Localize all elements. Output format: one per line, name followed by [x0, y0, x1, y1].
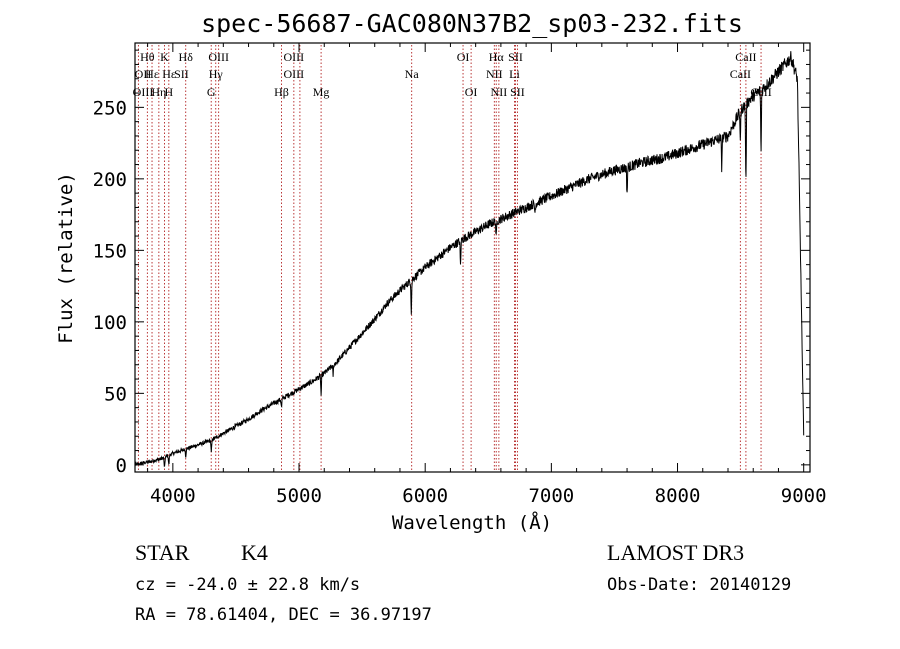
spectral-line-label: OI [465, 85, 478, 99]
x-tick-label: 5000 [276, 485, 322, 507]
spectral-line-label: Hα [489, 50, 505, 64]
spectral-line-label: K [160, 50, 169, 64]
spectral-line-markers [137, 45, 762, 472]
spectral-line-label: Hβ [274, 85, 289, 99]
x-tick-label: 7000 [528, 485, 574, 507]
x-tick-label: 9000 [781, 485, 827, 507]
x-tick-label: 4000 [150, 485, 196, 507]
spectral-line-label: Hθ [140, 50, 155, 64]
spectral-line-label: OIII [133, 85, 154, 99]
spectral-line-label: H [164, 85, 173, 99]
spectral-line-label: Mg [313, 85, 330, 99]
object-subclass: K4 [241, 540, 268, 565]
spectral-line-label: Na [405, 67, 420, 81]
spectral-line-label: CaII [735, 50, 756, 64]
obs-date: Obs-Date: 20140129 [607, 575, 791, 595]
x-tick-label: 6000 [402, 485, 448, 507]
spectral-line-label: NII [486, 67, 503, 81]
spectral-line-label: OIII [208, 50, 229, 64]
survey-name: LAMOST DR3 [607, 540, 744, 565]
y-tick-label: 100 [93, 312, 127, 334]
y-tick-label: 150 [93, 240, 127, 262]
spectral-line-label: OIII [284, 50, 305, 64]
x-axis-label: Wavelength (Å) [392, 511, 552, 534]
y-tick-label: 50 [104, 383, 127, 405]
spectral-line-label: CaII [730, 67, 751, 81]
spectrum-series-line [134, 51, 805, 468]
spectral-line-label: G [207, 85, 216, 99]
spectral-line-label: Hε [145, 67, 159, 81]
coordinates: RA = 78.61404, DEC = 36.97197 [135, 605, 432, 625]
y-tick-label: 250 [93, 97, 127, 119]
object-class: STAR [135, 540, 190, 565]
y-axis-ticks: 0 50 100 150 200 250 [93, 49, 810, 477]
redshift-readout: cz = -24.0 ± 22.8 km/s [135, 575, 360, 595]
spectral-line-label: Hε [162, 67, 176, 81]
spectral-line-label: SII [508, 50, 523, 64]
spectral-line-label: OI [457, 50, 470, 64]
spectral-line-label: SII [174, 67, 189, 81]
plot-frame [134, 42, 811, 473]
chart-title: spec-56687-GAC080N37B2_sp03-232.fits [201, 9, 743, 38]
y-tick-label: 200 [93, 169, 127, 191]
spectral-line-label: OII [135, 67, 152, 81]
spectral-line-label: Hγ [209, 67, 224, 81]
spectral-line-label: OIII [284, 67, 305, 81]
spectral-line-label: Hδ [179, 50, 194, 64]
y-axis-label: Flux (relative) [55, 172, 77, 344]
x-axis-ticks: 4000 5000 6000 7000 8000 9000 [147, 43, 827, 507]
y-tick-label: 0 [116, 455, 127, 477]
x-tick-label: 8000 [655, 485, 701, 507]
spectral-line-label: Hη [151, 85, 166, 99]
spectral-line-label: SII [510, 85, 525, 99]
spectral-line-label: NII [491, 85, 508, 99]
spectral-line-label: Li [509, 67, 520, 81]
